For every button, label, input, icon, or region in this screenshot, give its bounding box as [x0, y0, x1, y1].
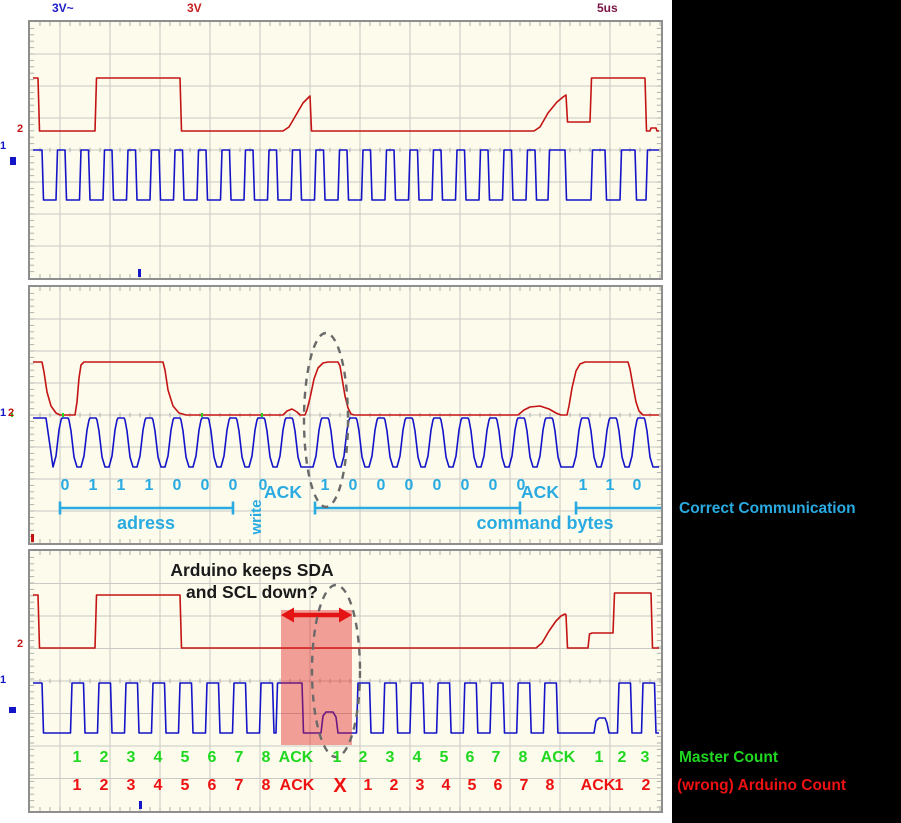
master-count-label: 7	[234, 749, 244, 766]
master-count-label: 5	[439, 749, 449, 766]
channel-marker-2: 2	[17, 638, 24, 650]
channel1-scale-label: 3V~	[52, 1, 74, 15]
bit-value-label: 0	[404, 477, 414, 494]
master-count-label: 7	[491, 749, 501, 766]
bit-value-label: 0	[632, 477, 642, 494]
master-count-label: 6	[207, 749, 217, 766]
master-count-label: 2	[99, 749, 109, 766]
arduino-count-label: 2	[389, 777, 399, 794]
trace-sda	[33, 592, 659, 649]
arduino-count-label: 8	[261, 777, 271, 794]
arduino-count-label: 7	[519, 777, 529, 794]
master-count-label: 4	[153, 749, 163, 766]
bit-value-label: 0	[258, 477, 268, 494]
bit-value-label: 1	[578, 477, 588, 494]
arduino-count-label: 3	[415, 777, 425, 794]
master-count-label: 8	[518, 749, 528, 766]
arduino-count-label: (wrong) Arduino Count	[677, 777, 847, 794]
master-count-label: 2	[358, 749, 368, 766]
bit-value-label: 0	[172, 477, 182, 494]
arduino-count-label: 5	[180, 777, 190, 794]
correct-communication-label: Correct Communication	[679, 500, 856, 517]
trace-scl	[33, 149, 659, 201]
address-bracket-label: adress	[116, 513, 176, 533]
bit-value-label: 0	[60, 477, 70, 494]
trace-sda	[33, 77, 659, 132]
annotation-shape	[281, 607, 294, 623]
bit-value-label: 1	[116, 477, 126, 494]
bit-value-label: 1	[88, 477, 98, 494]
question-annotation-line2: and SCL down?	[186, 582, 318, 602]
bit-value-label: ACK	[521, 482, 559, 502]
bit-value-label: 0	[348, 477, 358, 494]
master-count-label: 3	[126, 749, 136, 766]
master-count-label: 2	[617, 749, 627, 766]
question-annotation-line1: Arduino keeps SDA	[170, 560, 334, 580]
arduino-count-label: 4	[441, 777, 451, 794]
arduino-count-label: 3	[126, 777, 136, 794]
timebase-label: 5us	[597, 1, 618, 15]
bit-value-label: 1	[144, 477, 154, 494]
master-count-label: Master Count	[679, 749, 779, 766]
arduino-count-label: ACK	[580, 777, 616, 794]
channel-marker-2: 2	[17, 123, 24, 135]
arduino-count-label: 5	[467, 777, 477, 794]
arduino-count-label: 4	[153, 777, 163, 794]
arduino-count-label: 7	[234, 777, 244, 794]
master-count-label: 1	[332, 749, 342, 766]
channel-marker-1: 1	[0, 140, 7, 152]
bit-value-label: 1	[320, 477, 330, 494]
command-bytes-bracket-label: command bytes	[476, 513, 614, 533]
bit-value-label: 0	[200, 477, 210, 494]
master-count-label: 3	[640, 749, 650, 766]
master-count-label: 3	[385, 749, 395, 766]
dashed-highlight-ellipse	[302, 331, 350, 509]
arduino-count-label: 1	[72, 777, 82, 794]
master-count-label: 4	[412, 749, 422, 766]
trace-scl	[33, 682, 659, 734]
arduino-count-label: 2	[99, 777, 109, 794]
arduino-count-label: 2	[641, 777, 651, 794]
master-count-label: ACK	[278, 749, 314, 766]
bit-value-label: 1	[605, 477, 615, 494]
arduino-count-label: X	[333, 775, 347, 797]
arduino-count-label: 6	[493, 777, 503, 794]
write-bit-label: write	[247, 499, 265, 535]
master-count-label: ACK	[540, 749, 576, 766]
channel-marker-2: 2	[8, 407, 15, 419]
bit-value-label: 0	[460, 477, 470, 494]
master-count-label: 1	[72, 749, 82, 766]
bit-value-label: 0	[516, 477, 526, 494]
bit-value-label: 0	[488, 477, 498, 494]
master-count-label: 1	[594, 749, 604, 766]
bit-value-label: ACK	[264, 482, 302, 502]
annotation-shape	[339, 607, 352, 623]
trace-sda	[33, 361, 659, 416]
master-count-label: 5	[180, 749, 190, 766]
arduino-count-label: 1	[363, 777, 373, 794]
channel-marker-1: 1	[0, 407, 7, 419]
arduino-count-label: 1	[614, 777, 624, 794]
bit-value-label: 0	[228, 477, 238, 494]
arduino-count-label: 6	[207, 777, 217, 794]
master-count-label: 6	[465, 749, 475, 766]
dashed-highlight-ellipse	[310, 583, 362, 759]
channel-marker-1: 1	[0, 674, 7, 686]
channel2-scale-label: 3V	[187, 1, 202, 15]
bit-value-label: 0	[432, 477, 442, 494]
bit-value-label: 0	[376, 477, 386, 494]
black-sidebar	[672, 0, 901, 823]
master-count-label: 8	[261, 749, 271, 766]
trace-scl	[33, 417, 659, 468]
arduino-count-label: 8	[545, 777, 555, 794]
arduino-count-label: ACK	[279, 777, 315, 794]
